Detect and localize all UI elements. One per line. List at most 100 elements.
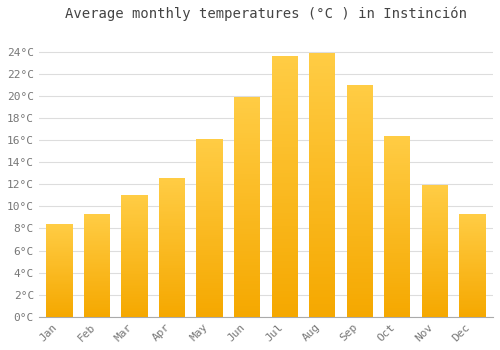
Bar	[122, 244, 148, 245]
Bar	[460, 314, 485, 315]
Bar	[384, 192, 410, 195]
Bar	[422, 269, 448, 271]
Bar	[159, 286, 185, 287]
Bar	[159, 209, 185, 211]
Bar	[309, 135, 336, 139]
Bar	[234, 215, 260, 218]
Bar	[422, 190, 448, 192]
Bar	[46, 303, 72, 304]
Bar	[384, 283, 410, 285]
Bar	[196, 281, 223, 284]
Bar	[384, 215, 410, 217]
Bar	[234, 237, 260, 240]
Bar	[384, 269, 410, 272]
Bar	[84, 281, 110, 282]
Bar	[122, 289, 148, 291]
Bar	[460, 308, 485, 309]
Bar	[46, 286, 72, 287]
Bar	[309, 247, 336, 251]
Bar	[384, 308, 410, 310]
Bar	[159, 228, 185, 230]
Bar	[234, 144, 260, 146]
Bar	[422, 299, 448, 300]
Bar	[159, 221, 185, 223]
Bar	[346, 120, 373, 122]
Bar	[159, 197, 185, 198]
Bar	[422, 271, 448, 272]
Bar	[46, 277, 72, 279]
Bar	[272, 167, 298, 170]
Bar	[422, 217, 448, 218]
Bar	[84, 304, 110, 305]
Bar	[234, 141, 260, 144]
Bar	[346, 221, 373, 224]
Bar	[384, 181, 410, 183]
Bar	[346, 177, 373, 181]
Bar	[422, 251, 448, 253]
Bar	[384, 312, 410, 315]
Bar	[460, 218, 485, 219]
Bar	[234, 193, 260, 196]
Bar	[234, 138, 260, 141]
Bar	[460, 215, 485, 217]
Bar	[159, 237, 185, 238]
Bar	[422, 309, 448, 310]
Bar	[272, 235, 298, 239]
Bar	[46, 310, 72, 311]
Bar	[460, 280, 485, 281]
Bar	[46, 283, 72, 284]
Bar	[84, 228, 110, 230]
Bar	[309, 159, 336, 162]
Bar	[234, 275, 260, 278]
Bar	[272, 63, 298, 66]
Bar	[460, 273, 485, 274]
Bar	[159, 249, 185, 251]
Bar	[84, 255, 110, 257]
Bar	[159, 225, 185, 226]
Bar	[84, 272, 110, 273]
Bar	[460, 290, 485, 291]
Bar	[159, 226, 185, 228]
Bar	[122, 276, 148, 277]
Bar	[272, 95, 298, 98]
Bar	[309, 72, 336, 76]
Bar	[272, 138, 298, 141]
Bar	[460, 247, 485, 249]
Bar	[460, 224, 485, 226]
Bar	[159, 256, 185, 258]
Bar	[196, 217, 223, 219]
Bar	[384, 199, 410, 201]
Bar	[422, 287, 448, 289]
Bar	[384, 154, 410, 156]
Bar	[159, 299, 185, 301]
Bar	[122, 217, 148, 218]
Bar	[272, 304, 298, 307]
Bar	[384, 290, 410, 292]
Bar	[309, 60, 336, 63]
Bar	[384, 158, 410, 161]
Bar	[84, 299, 110, 300]
Bar	[84, 240, 110, 241]
Bar	[234, 127, 260, 130]
Bar	[384, 294, 410, 296]
Bar	[346, 233, 373, 236]
Bar	[309, 241, 336, 244]
Bar	[346, 186, 373, 189]
Bar	[159, 308, 185, 310]
Bar	[84, 315, 110, 317]
Bar	[122, 314, 148, 315]
Bar	[122, 315, 148, 317]
Bar	[159, 303, 185, 304]
Bar	[122, 252, 148, 253]
Bar	[384, 224, 410, 226]
Bar	[84, 231, 110, 232]
Bar	[159, 263, 185, 265]
Bar	[196, 286, 223, 288]
Bar	[122, 226, 148, 227]
Bar	[234, 267, 260, 270]
Bar	[309, 172, 336, 175]
Bar	[196, 270, 223, 272]
Bar	[196, 159, 223, 161]
Bar	[272, 147, 298, 150]
Bar	[272, 307, 298, 310]
